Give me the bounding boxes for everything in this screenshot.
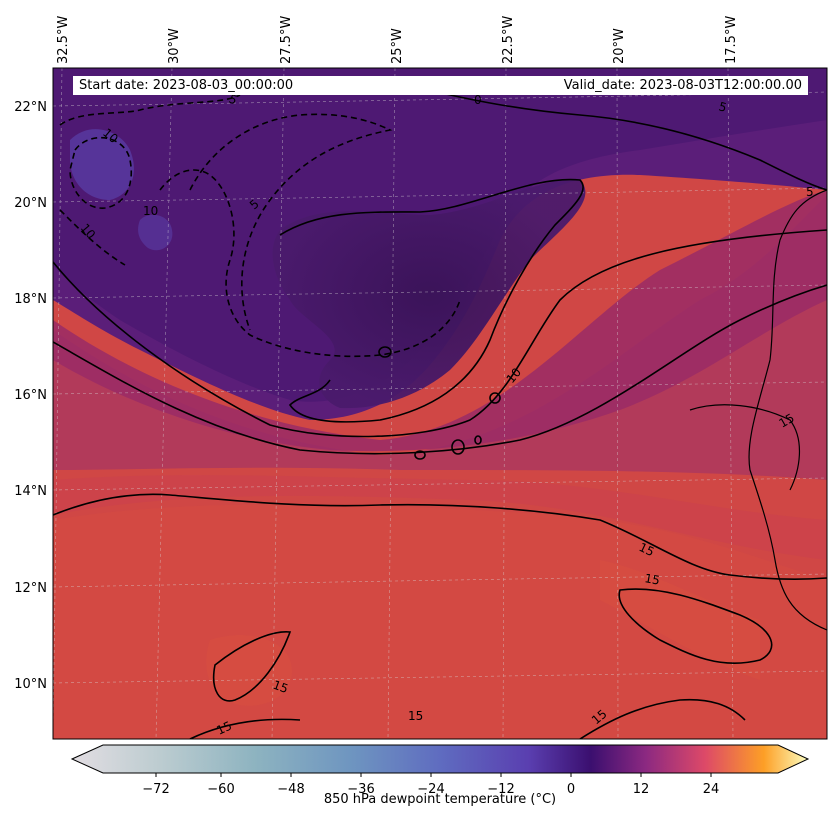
- coastline-africa: [748, 189, 827, 631]
- lon-label: 32.5°W: [56, 16, 71, 64]
- lon-label: 30°W: [167, 28, 182, 64]
- colorbar-tick: −24: [417, 782, 444, 797]
- lon-label: 20°W: [612, 28, 627, 64]
- contour-0: [419, 87, 827, 191]
- lon-label: 22.5°W: [501, 16, 516, 64]
- contour-lines: [53, 87, 827, 739]
- lat-label: 20°N: [14, 196, 47, 211]
- lat-label: 10°N: [14, 677, 47, 692]
- island-3: [474, 435, 482, 445]
- contour-label: 15: [643, 571, 660, 587]
- contour-15-south: [53, 493, 827, 581]
- lat-label: 18°N: [14, 292, 47, 307]
- lat-label: 22°N: [14, 100, 47, 115]
- contour-15-sw: [213, 631, 292, 702]
- lat-label: 12°N: [14, 581, 47, 596]
- gridlines: [53, 68, 827, 739]
- longitude-labels: 32.5°W 30°W 27.5°W 25°W 22.5°W 20°W 17.5…: [56, 16, 739, 64]
- contour-15-ssw: [189, 718, 301, 739]
- contour-neg5b: [189, 113, 393, 331]
- contour-15-se: [579, 698, 746, 739]
- colorbar-tick: −12: [487, 782, 514, 797]
- contour-label: 10: [143, 204, 158, 218]
- valid-date-text: Valid_date: 2023-08-03T12:00:00.00: [563, 78, 802, 93]
- colorbar: −72 −60 −48 −36 −24 −12 0 12 24: [70, 744, 810, 797]
- colorbar-tick: 12: [633, 782, 650, 797]
- island-5: [378, 346, 392, 358]
- colorbar-tick: −36: [347, 782, 374, 797]
- contour-label: 15: [271, 678, 290, 696]
- lon-label: 17.5°W: [724, 16, 739, 64]
- contour-label: 5: [806, 185, 814, 199]
- date-info-box: Start date: 2023-08-03_00:00:00 Valid_da…: [73, 76, 808, 95]
- colorbar-bar: [70, 744, 810, 774]
- lon-label: 25°W: [390, 28, 405, 64]
- contour-label: 5: [717, 99, 728, 115]
- contour-label: 15: [637, 540, 657, 559]
- colorbar-label: 850 hPa dewpoint temperature (°C): [323, 792, 557, 807]
- contour-10: [53, 229, 827, 438]
- lat-label: 14°N: [14, 484, 47, 499]
- coastline-detail: [689, 404, 801, 491]
- island-4: [489, 392, 501, 404]
- contour-neg10b: [69, 136, 132, 209]
- latitude-labels: 22°N 20°N 18°N 16°N 14°N 12°N 10°N: [14, 100, 47, 692]
- contour-label: 15: [408, 709, 423, 723]
- colorbar-tick: −48: [277, 782, 304, 797]
- colorbar-tick: 0: [567, 782, 575, 797]
- map-frame: [52, 67, 828, 740]
- colorbar-ticks: [155, 773, 712, 777]
- start-date-text: Start date: 2023-08-03_00:00:00: [79, 78, 294, 93]
- island-2: [451, 439, 465, 455]
- contour-neg10: [159, 169, 461, 358]
- contour-15-southpatch: [618, 588, 773, 664]
- dewpoint-field: [53, 68, 827, 739]
- colorbar-tick: 24: [703, 782, 720, 797]
- contour-label: 5: [227, 92, 239, 108]
- contour-label: 0: [474, 93, 482, 107]
- contour-neg10c: [59, 209, 126, 266]
- contour-label: 15: [777, 411, 797, 431]
- colorbar-tick: −60: [207, 782, 234, 797]
- colorbar-tick-labels: −72 −60 −48 −36 −24 −12 0 12 24: [142, 782, 719, 797]
- island-1: [414, 450, 426, 460]
- colorbar-tick: −72: [142, 782, 169, 797]
- contour-5-solid: [279, 178, 584, 423]
- contour-15-north: [53, 284, 827, 455]
- lat-label: 16°N: [14, 388, 47, 403]
- contour-label: 15: [214, 719, 234, 738]
- contour-neg5: [59, 94, 241, 126]
- lon-label: 27.5°W: [279, 16, 294, 64]
